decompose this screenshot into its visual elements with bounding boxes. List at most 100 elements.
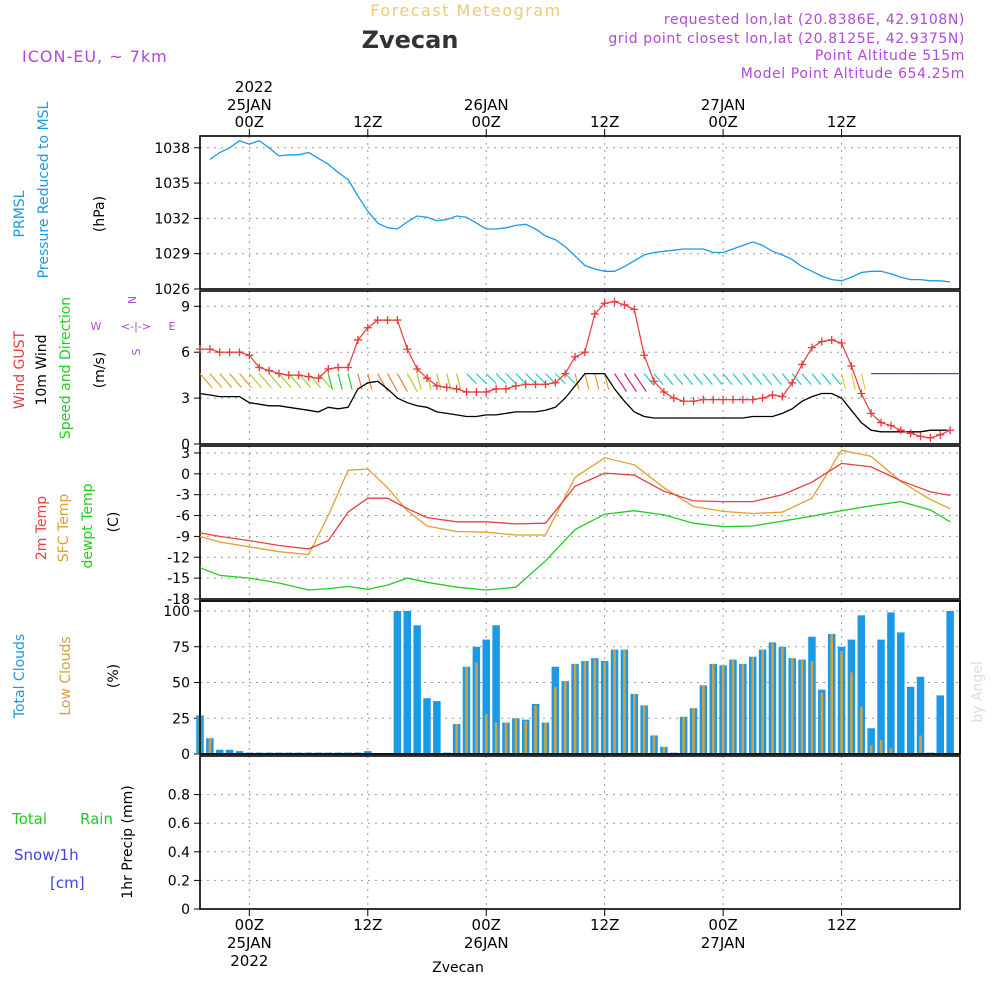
x-date-label-bottom: 25JAN bbox=[227, 934, 272, 952]
label-gust: Wind GUST bbox=[12, 330, 28, 409]
gust-marker bbox=[896, 426, 905, 435]
gust-marker bbox=[798, 360, 807, 369]
y-tick-label: 1038 bbox=[154, 141, 190, 157]
gust-marker bbox=[600, 299, 609, 308]
pressure-panel: 1026 1029 1032 1035 1038 bbox=[154, 135, 961, 298]
wind-direction-arrow bbox=[722, 373, 733, 385]
gust-marker bbox=[196, 345, 204, 354]
gust-marker bbox=[778, 392, 787, 401]
gust-marker bbox=[620, 300, 629, 309]
gust-marker bbox=[284, 371, 293, 380]
gust-marker bbox=[541, 380, 550, 389]
bar-total-clouds bbox=[492, 625, 500, 754]
y-tick-label: 0 bbox=[181, 902, 190, 918]
bar-low-clouds bbox=[554, 686, 557, 754]
gust-marker bbox=[946, 426, 955, 435]
bar-low-clouds bbox=[465, 666, 468, 754]
wind-direction-arrow bbox=[347, 373, 353, 390]
wind-direction-arrow bbox=[367, 373, 373, 390]
gust-marker bbox=[827, 335, 836, 344]
bar-low-clouds bbox=[544, 722, 547, 754]
panel-frame bbox=[199, 290, 961, 445]
wind-direction-arrow bbox=[584, 373, 590, 390]
y-tick-label: 50 bbox=[172, 676, 190, 692]
gust-marker bbox=[571, 352, 580, 361]
y-tick-label: 100 bbox=[163, 604, 190, 620]
label-t2m: 2m Temp bbox=[34, 496, 50, 560]
gust-marker bbox=[482, 387, 491, 396]
y-tick-label: 0.2 bbox=[168, 873, 190, 889]
y-tick-label: 0.8 bbox=[168, 788, 190, 804]
bar-total-clouds bbox=[877, 639, 885, 754]
top-year: 2022 bbox=[235, 78, 273, 96]
x-date-label-top: 26JAN bbox=[464, 96, 509, 114]
wind-direction-arrow bbox=[248, 373, 262, 389]
bar-total-clouds bbox=[857, 615, 866, 754]
wind-direction-arrow bbox=[406, 373, 418, 392]
wind-direction-arrow bbox=[288, 373, 302, 389]
wind-direction-arrow bbox=[752, 373, 763, 385]
gust-marker bbox=[679, 397, 688, 406]
bar-low-clouds bbox=[208, 738, 212, 754]
y-tick-label: 1035 bbox=[154, 176, 190, 192]
bar-low-clouds bbox=[711, 663, 715, 754]
wind-direction-arrow bbox=[545, 373, 556, 385]
wind-direction-arrow bbox=[712, 373, 723, 385]
wind-direction-arrow bbox=[811, 373, 822, 385]
wind-direction-arrow bbox=[762, 373, 773, 385]
label-tcc: Total Clouds bbox=[12, 634, 28, 719]
wind-direction-arrow bbox=[396, 373, 408, 392]
x-tick-label-bottom: 12Z bbox=[590, 916, 619, 934]
label-prmsl: PRMSL bbox=[12, 190, 28, 237]
gust-marker bbox=[255, 363, 264, 372]
wind-direction-arrow bbox=[258, 373, 272, 389]
cloud-panel: 0 25 50 75 100 bbox=[163, 600, 961, 763]
bar-total-clouds bbox=[906, 686, 915, 754]
bar-low-clouds bbox=[475, 662, 478, 754]
bar-low-clouds bbox=[800, 659, 804, 754]
bar-low-clouds bbox=[484, 713, 488, 754]
gust-marker bbox=[205, 345, 214, 354]
label-precip-unit: 1hr Precip (mm) bbox=[120, 785, 136, 898]
label-snow-1: Snow/1h bbox=[14, 846, 79, 864]
gust-marker bbox=[689, 397, 698, 406]
wind-direction-arrow bbox=[466, 373, 477, 385]
gust-marker bbox=[719, 395, 728, 404]
gust-marker bbox=[245, 351, 254, 360]
wind-direction-arrow bbox=[772, 373, 782, 385]
gust-marker bbox=[304, 372, 313, 381]
bar-low-clouds bbox=[504, 722, 508, 754]
series-2m-temp bbox=[199, 462, 951, 550]
gust-marker bbox=[432, 381, 441, 390]
wind-direction-arrow bbox=[337, 373, 343, 390]
bar-total-clouds bbox=[235, 751, 244, 754]
model-altitude: Model Point Altitude 654.25m bbox=[741, 66, 965, 82]
wind-direction-arrow bbox=[821, 373, 832, 385]
x-tick-label-top: 00Z bbox=[708, 113, 737, 131]
x-tick-label-bottom: 00Z bbox=[235, 916, 264, 934]
gust-marker bbox=[472, 387, 481, 396]
y-tick-label: -3 bbox=[176, 488, 190, 504]
wind-direction-arrow bbox=[495, 373, 507, 385]
gust-marker bbox=[640, 351, 649, 360]
gust-marker bbox=[580, 348, 589, 357]
y-tick-label: 1026 bbox=[154, 282, 190, 298]
wind-direction-arrow bbox=[801, 373, 812, 385]
wind-direction-arrow bbox=[199, 373, 213, 389]
gust-marker bbox=[916, 432, 925, 441]
y-tick-label: 9 bbox=[181, 299, 190, 315]
x-tick-label-top: 12Z bbox=[590, 113, 619, 131]
wind-direction-arrow bbox=[840, 373, 847, 390]
wind-direction-arrow bbox=[693, 373, 703, 385]
label-snow-2: [cm] bbox=[50, 874, 85, 892]
suptitle: Forecast Meteogram bbox=[370, 1, 561, 20]
gust-marker bbox=[630, 305, 639, 314]
y-tick-label: -12 bbox=[167, 550, 190, 566]
gust-marker bbox=[758, 394, 767, 403]
bar-low-clouds bbox=[593, 659, 597, 754]
wind-direction-arrow bbox=[387, 373, 399, 392]
wind-direction-arrow bbox=[505, 373, 517, 385]
wind-direction-arrow bbox=[594, 373, 600, 390]
